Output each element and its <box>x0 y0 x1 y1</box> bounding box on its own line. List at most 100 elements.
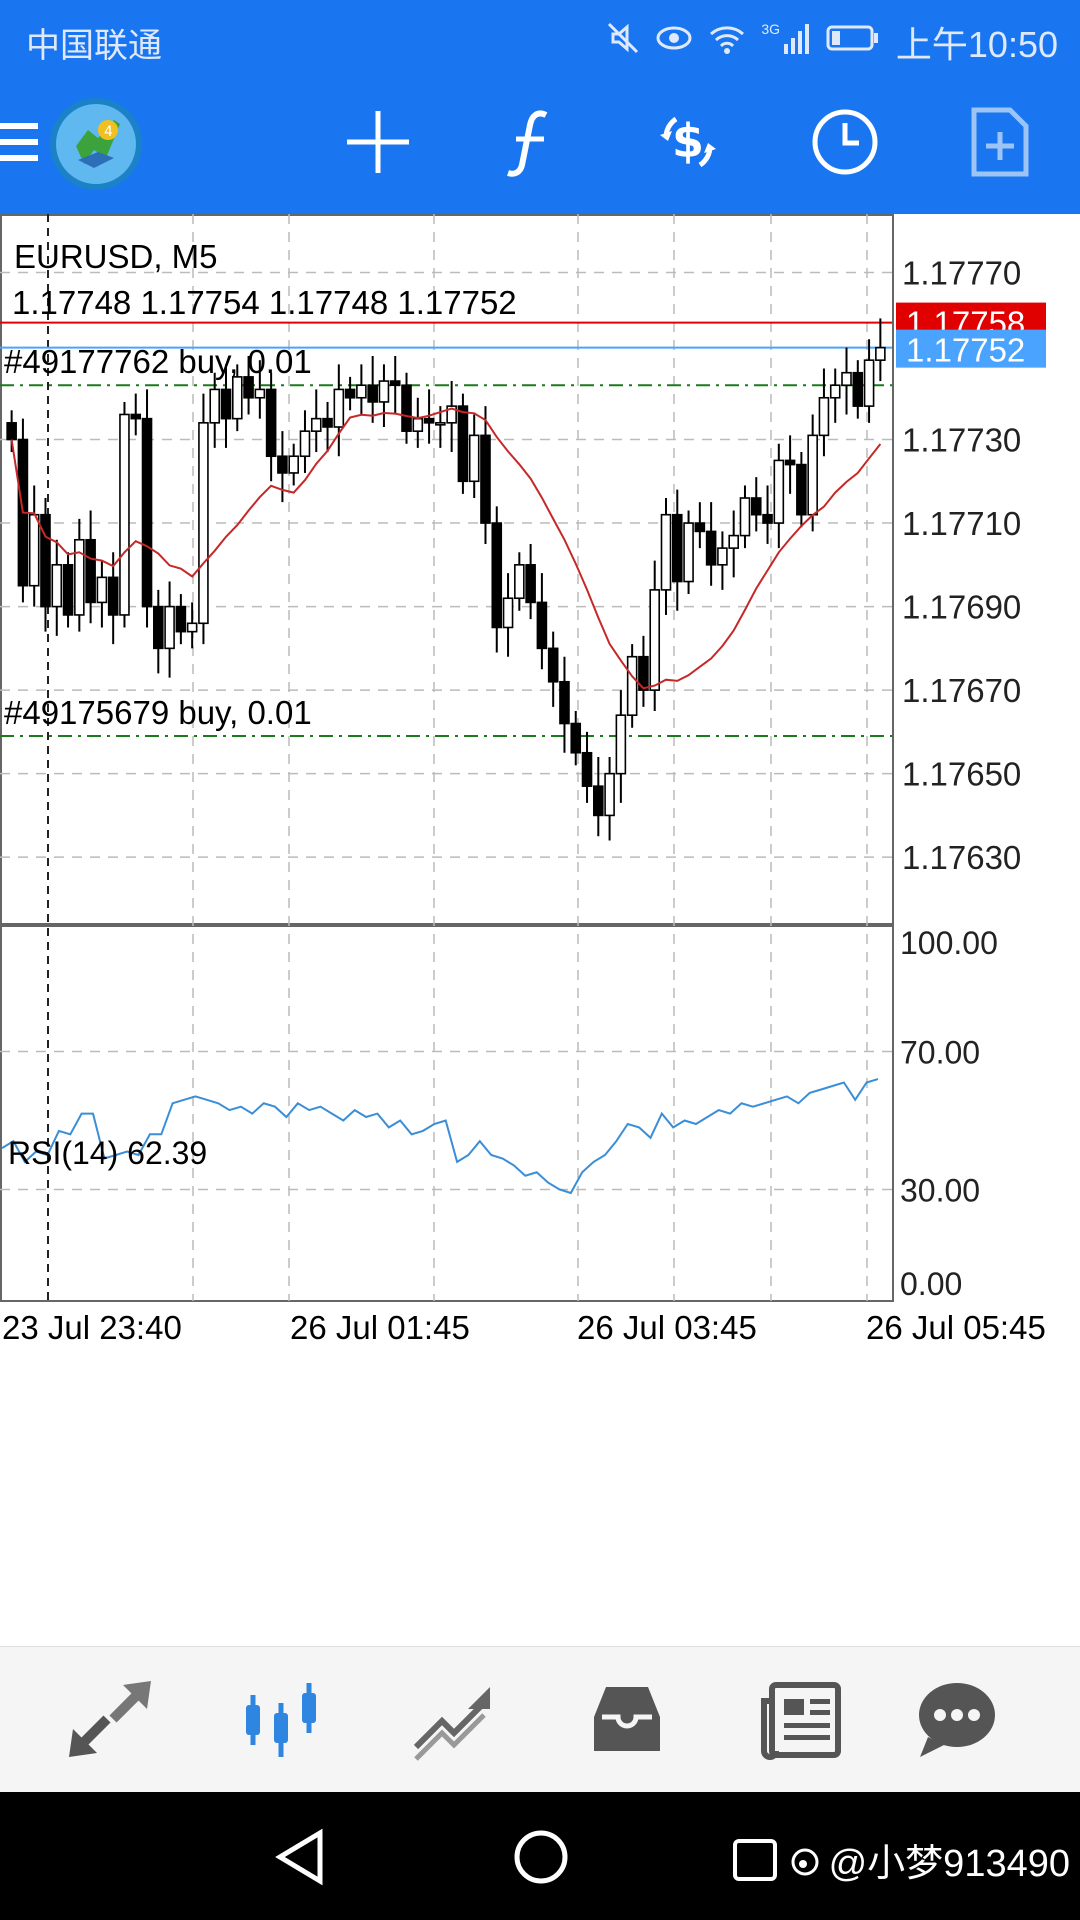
candle-body <box>875 346 886 361</box>
candle-body <box>265 388 277 458</box>
candle-body <box>435 422 446 426</box>
candle-body <box>559 680 570 725</box>
indicators-icon[interactable] <box>492 102 572 182</box>
candle-body <box>130 413 142 420</box>
chat-icon[interactable] <box>912 1675 1002 1765</box>
candle-body <box>62 564 74 616</box>
timeframe-icon[interactable] <box>805 102 885 182</box>
candle-body <box>525 564 536 604</box>
candle-body <box>6 422 17 441</box>
rsi-panel-frame <box>0 925 894 1302</box>
candle-body <box>119 413 130 616</box>
metatrader-logo[interactable]: 4 <box>48 96 144 192</box>
candle-body <box>807 434 818 516</box>
candle-body <box>863 359 875 407</box>
candle-body <box>852 371 864 407</box>
carrier-name: 中国联通 <box>26 27 162 65</box>
network-type-label: 3G <box>761 21 780 37</box>
system-nav-bar: @小梦913490 <box>0 1792 1080 1920</box>
recents-icon[interactable] <box>731 1835 781 1885</box>
moving-average <box>10 407 882 690</box>
rsi-panel: 100.00 70.00 30.00 0.00 <box>0 925 998 1302</box>
candle-body <box>750 497 762 516</box>
eye-icon <box>656 26 692 50</box>
signal-icon <box>784 24 809 54</box>
new-order-icon[interactable] <box>960 102 1040 182</box>
candle-body <box>547 647 559 683</box>
status-bar: 中国联通 3G 上午10:50 <box>0 0 1080 76</box>
back-icon[interactable] <box>265 1822 335 1892</box>
candle-body <box>288 455 299 474</box>
bid-price-label: 1.17752 <box>906 332 1025 369</box>
candle-body <box>51 564 63 608</box>
svg-text:4: 4 <box>104 124 113 140</box>
grid <box>0 214 894 1302</box>
candle-body <box>728 534 739 549</box>
candle-body <box>502 597 514 629</box>
rsi-tick-label: 100.00 <box>900 925 998 961</box>
candle-body <box>220 388 232 420</box>
history-icon[interactable] <box>582 1675 672 1765</box>
candle-body <box>356 384 367 399</box>
candle-body <box>638 655 649 691</box>
candle-body <box>367 384 378 403</box>
chart-icon[interactable] <box>236 1675 326 1765</box>
candle-body <box>164 605 175 650</box>
weibo-logo <box>791 1848 819 1875</box>
candle-body <box>615 714 627 775</box>
price-tick-label: 1.17730 <box>902 422 1021 459</box>
candle-body <box>796 463 807 516</box>
mute-icon <box>608 22 639 54</box>
rsi-tick-label: 0.00 <box>900 1266 962 1302</box>
candle-body <box>28 513 40 587</box>
ma-line <box>10 407 882 690</box>
status-icons: 3G <box>605 16 880 60</box>
time-axis: 23 Jul 23:40 26 Jul 01:45 26 Jul 03:45 26 J… <box>2 1309 1046 1346</box>
candle-body <box>186 622 198 633</box>
trade-icon[interactable] <box>408 1675 498 1765</box>
candle-body <box>333 388 345 428</box>
menu-icon[interactable] <box>0 102 58 182</box>
candle-body <box>762 513 773 524</box>
quotes-icon[interactable] <box>65 1675 155 1765</box>
candle-body <box>209 388 221 424</box>
candle-body <box>626 655 638 716</box>
candle-body <box>153 605 164 650</box>
crosshair-icon[interactable] <box>338 102 418 182</box>
chart-area[interactable]: #49177762 buy, 0.01 #49175679 buy, 0.01 1… <box>0 214 1080 1644</box>
home-icon[interactable] <box>506 1822 576 1892</box>
candle-body <box>107 576 119 616</box>
candle-body <box>660 513 672 591</box>
candle-body <box>243 376 254 399</box>
rsi-line <box>1 1078 879 1195</box>
clock: 上午10:50 <box>895 24 1058 65</box>
candle-body <box>570 722 582 754</box>
candle-body <box>480 434 491 524</box>
candle-body <box>671 513 683 583</box>
candle-body <box>254 388 266 399</box>
toolbar: 4 $ <box>0 76 1080 214</box>
candle-body <box>96 576 108 604</box>
candle-body <box>310 417 322 432</box>
candle-body <box>40 513 51 608</box>
candle-body <box>536 601 548 650</box>
candle-body <box>412 417 424 432</box>
news-icon[interactable] <box>756 1675 846 1765</box>
candle-body <box>468 434 480 483</box>
time-tick-label: 26 Jul 03:45 <box>577 1309 757 1346</box>
trade-icon[interactable]: $ <box>648 102 728 182</box>
price-tick-label: 1.17710 <box>902 505 1021 542</box>
candle-body <box>705 530 717 566</box>
candle-body <box>198 422 209 625</box>
time-tick-label: 26 Jul 01:45 <box>290 1309 470 1346</box>
main-panel-frame <box>0 214 894 925</box>
price-tick-label: 1.17630 <box>902 839 1021 876</box>
chart-canvas[interactable]: #49177762 buy, 0.01 #49175679 buy, 0.01 1… <box>0 214 1080 1644</box>
candle-body <box>446 405 457 424</box>
price-tick-label: 1.17650 <box>902 756 1021 793</box>
candle-body <box>322 417 333 428</box>
rsi-label: RSI(14) 62.39 <box>8 1135 207 1171</box>
bottom-nav <box>0 1646 1080 1793</box>
order-lines: #49177762 buy, 0.01 #49175679 buy, 0.01 <box>0 321 892 738</box>
candle-body <box>649 589 661 691</box>
